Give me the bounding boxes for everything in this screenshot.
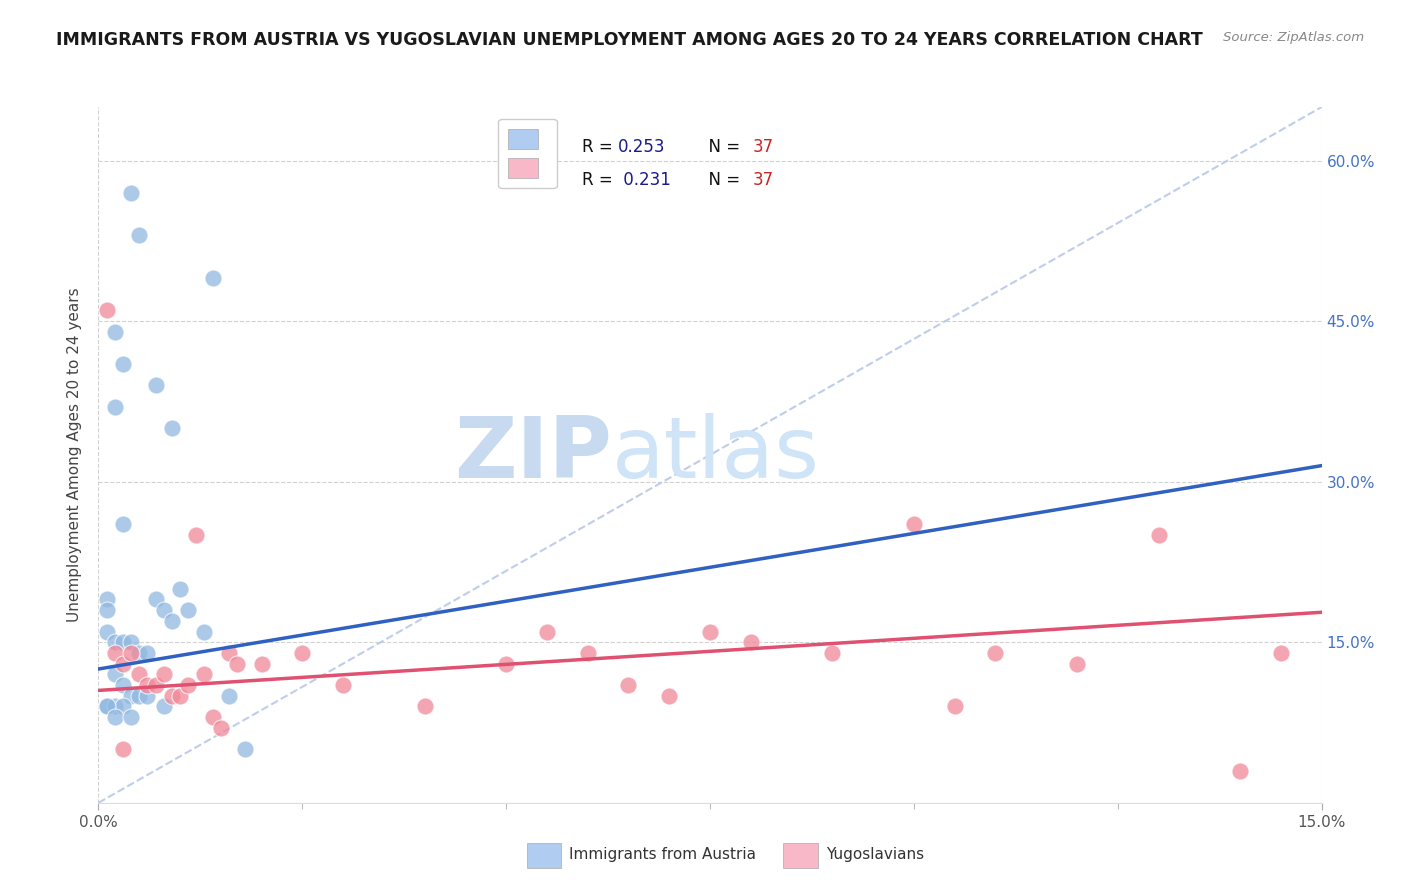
Point: [104, 635, 127, 649]
Point: [699, 624, 721, 639]
Point: [96, 592, 118, 607]
Point: [177, 603, 200, 617]
Point: [576, 646, 599, 660]
Point: [332, 678, 354, 692]
Text: ZIP: ZIP: [454, 413, 612, 497]
Point: [104, 699, 127, 714]
Point: [536, 624, 558, 639]
Point: [136, 689, 159, 703]
Point: [111, 699, 134, 714]
Text: R =: R =: [582, 138, 617, 156]
Point: [111, 657, 134, 671]
Text: 0.253: 0.253: [619, 138, 666, 156]
Point: [111, 678, 134, 692]
Text: 37: 37: [752, 138, 773, 156]
Point: [120, 635, 142, 649]
Point: [943, 699, 966, 714]
Text: 0.231: 0.231: [619, 171, 671, 189]
Point: [96, 624, 118, 639]
Point: [96, 603, 118, 617]
Point: [495, 657, 517, 671]
Point: [160, 614, 183, 628]
Point: [120, 646, 142, 660]
FancyBboxPatch shape: [783, 843, 818, 868]
Text: atlas: atlas: [612, 413, 820, 497]
Point: [96, 699, 118, 714]
Point: [145, 378, 167, 392]
Point: [740, 635, 762, 649]
Point: [104, 325, 127, 339]
Point: [186, 528, 208, 542]
Point: [193, 624, 215, 639]
Point: [104, 646, 127, 660]
Point: [218, 689, 240, 703]
Point: [111, 357, 134, 371]
Text: Immigrants from Austria: Immigrants from Austria: [569, 847, 756, 863]
Point: [821, 646, 844, 660]
Point: [136, 646, 159, 660]
Point: [291, 646, 314, 660]
Point: [120, 710, 142, 724]
Point: [104, 710, 127, 724]
Point: [145, 678, 167, 692]
Point: [128, 667, 150, 681]
Point: [1229, 764, 1251, 778]
Point: [218, 646, 240, 660]
Point: [128, 689, 150, 703]
Point: [1066, 657, 1088, 671]
Point: [209, 721, 232, 735]
Point: [111, 742, 134, 756]
Y-axis label: Unemployment Among Ages 20 to 24 years: Unemployment Among Ages 20 to 24 years: [67, 287, 83, 623]
Point: [104, 400, 127, 414]
Point: [1147, 528, 1170, 542]
Text: Source: ZipAtlas.com: Source: ZipAtlas.com: [1223, 31, 1364, 45]
Text: Yugoslavians: Yugoslavians: [827, 847, 924, 863]
Point: [128, 228, 150, 243]
Point: [201, 710, 224, 724]
Point: [226, 657, 249, 671]
Point: [111, 517, 134, 532]
Point: [233, 742, 256, 756]
Point: [903, 517, 925, 532]
Point: [250, 657, 273, 671]
Point: [160, 689, 183, 703]
Legend: , : ,: [498, 119, 557, 188]
Point: [169, 689, 191, 703]
Point: [177, 678, 200, 692]
Point: [1270, 646, 1292, 660]
Point: [658, 689, 681, 703]
Point: [96, 303, 118, 318]
Point: [984, 646, 1007, 660]
Point: [152, 603, 174, 617]
Point: [169, 582, 191, 596]
Point: [617, 678, 640, 692]
Point: [128, 646, 150, 660]
Text: IMMIGRANTS FROM AUSTRIA VS YUGOSLAVIAN UNEMPLOYMENT AMONG AGES 20 TO 24 YEARS CO: IMMIGRANTS FROM AUSTRIA VS YUGOSLAVIAN U…: [56, 31, 1204, 49]
Point: [413, 699, 436, 714]
Point: [96, 699, 118, 714]
Point: [120, 186, 142, 200]
Text: 37: 37: [752, 171, 773, 189]
Point: [111, 635, 134, 649]
Text: N =: N =: [697, 171, 745, 189]
Point: [193, 667, 215, 681]
Point: [152, 667, 174, 681]
Point: [145, 592, 167, 607]
Point: [201, 271, 224, 285]
Point: [120, 689, 142, 703]
Text: R =: R =: [582, 171, 617, 189]
Point: [160, 421, 183, 435]
FancyBboxPatch shape: [526, 843, 561, 868]
Point: [136, 678, 159, 692]
Point: [104, 667, 127, 681]
Text: N =: N =: [697, 138, 745, 156]
Point: [152, 699, 174, 714]
